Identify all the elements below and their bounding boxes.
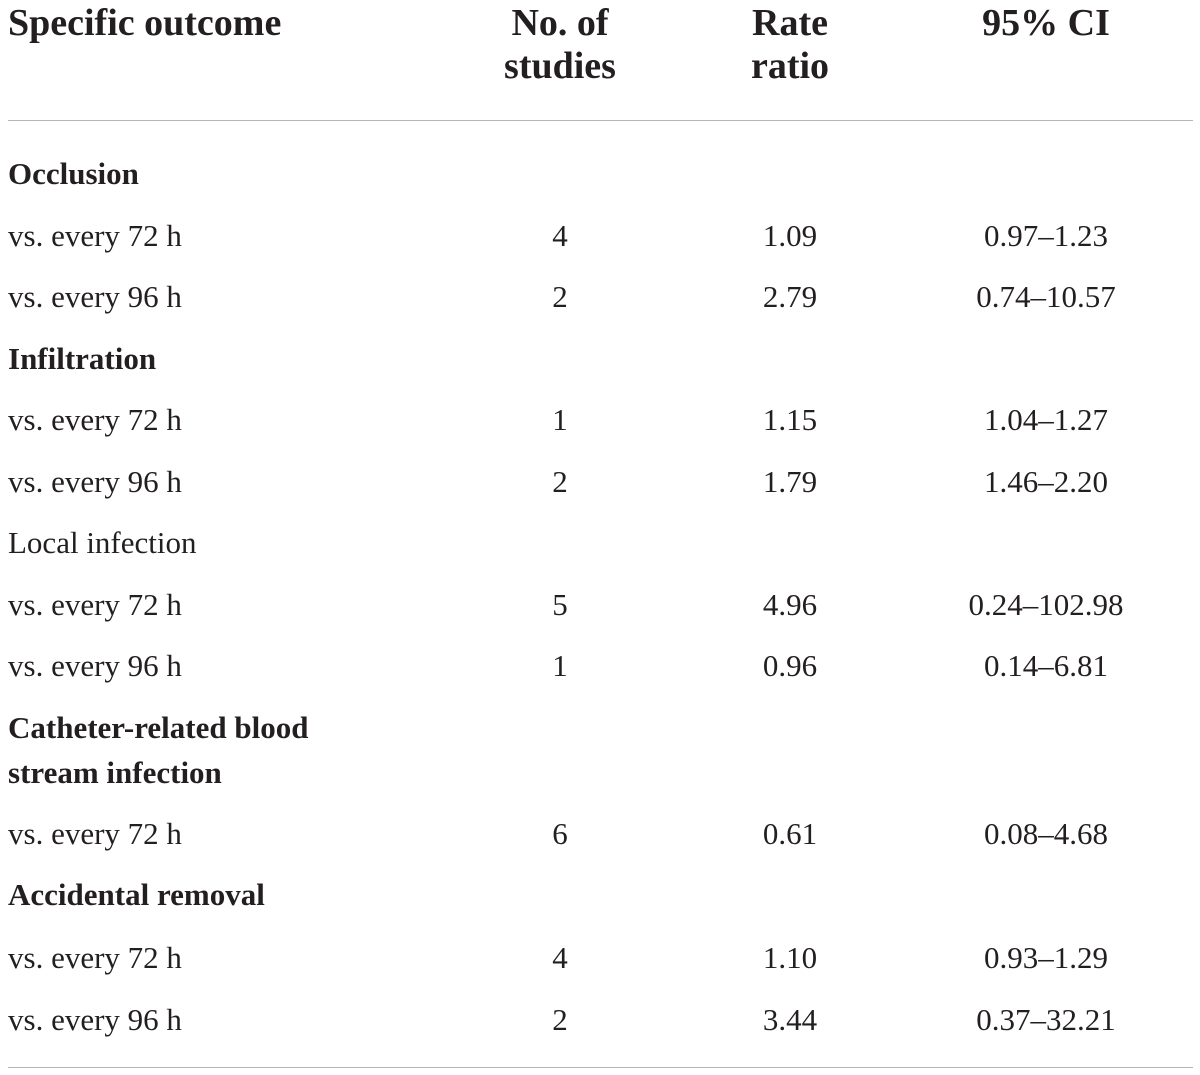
header-line: Rate [752, 2, 828, 44]
row-rate-ratio: 4.96 [762, 587, 818, 622]
row-ci: 1.04–1.27 [984, 402, 1108, 437]
row-studies: 4 [552, 218, 568, 253]
row-ci: 0.24–102.98 [968, 587, 1124, 622]
row-rate-ratio: 0.61 [762, 816, 818, 851]
row-label: vs. every 72 h [8, 816, 182, 851]
header-line: ratio [750, 45, 830, 87]
row-ci: 0.14–6.81 [984, 648, 1108, 683]
row-ci: 0.74–10.57 [976, 279, 1116, 314]
row-ci: 0.93–1.29 [984, 940, 1108, 975]
header-no-of-studies: No. of studies [460, 2, 660, 88]
row-studies: 5 [552, 587, 568, 622]
row-studies: 1 [552, 648, 568, 683]
header-line: Specific outcome [8, 2, 282, 44]
row-rate-ratio: 1.15 [762, 402, 818, 437]
row-label: vs. every 72 h [8, 218, 182, 253]
row-rate-ratio: 3.44 [762, 1002, 818, 1037]
row-label: vs. every 72 h [8, 587, 182, 622]
header-95-ci: 95% CI [946, 2, 1146, 45]
header-line: No. of [511, 2, 609, 44]
row-ci: 0.97–1.23 [984, 218, 1108, 253]
group-label-infiltration: Infiltration [8, 341, 157, 376]
row-ci: 1.46–2.20 [984, 464, 1108, 499]
group-label-crbsi: Catheter-related blood stream infection [8, 710, 309, 790]
row-studies: 2 [552, 279, 568, 314]
group-label-local-infection: Local infection [8, 525, 197, 560]
header-line: studies [504, 45, 616, 87]
header-divider [8, 120, 1193, 121]
row-rate-ratio: 1.79 [762, 464, 818, 499]
row-rate-ratio: 1.10 [762, 940, 818, 975]
row-label: vs. every 96 h [8, 648, 182, 683]
row-studies: 1 [552, 402, 568, 437]
row-studies: 2 [552, 464, 568, 499]
row-studies: 6 [552, 816, 568, 851]
row-rate-ratio: 0.96 [762, 648, 818, 683]
group-label-accidental-removal: Accidental removal [8, 877, 265, 912]
header-rate-ratio: Rate ratio [690, 2, 890, 88]
row-label: vs. every 72 h [8, 940, 182, 975]
group-label-occlusion: Occlusion [8, 156, 139, 191]
row-label: vs. every 96 h [8, 464, 182, 499]
table-bottom-rule [8, 1067, 1193, 1068]
row-label: vs. every 96 h [8, 279, 182, 314]
header-line: 95% CI [982, 2, 1110, 44]
row-studies: 2 [552, 1002, 568, 1037]
row-label: vs. every 72 h [8, 402, 182, 437]
row-ci: 0.08–4.68 [984, 816, 1108, 851]
row-ci: 0.37–32.21 [976, 1002, 1116, 1037]
row-rate-ratio: 1.09 [762, 218, 818, 253]
row-studies: 4 [552, 940, 568, 975]
row-rate-ratio: 2.79 [762, 279, 818, 314]
row-label: vs. every 96 h [8, 1002, 182, 1037]
header-specific-outcome: Specific outcome [8, 2, 281, 45]
